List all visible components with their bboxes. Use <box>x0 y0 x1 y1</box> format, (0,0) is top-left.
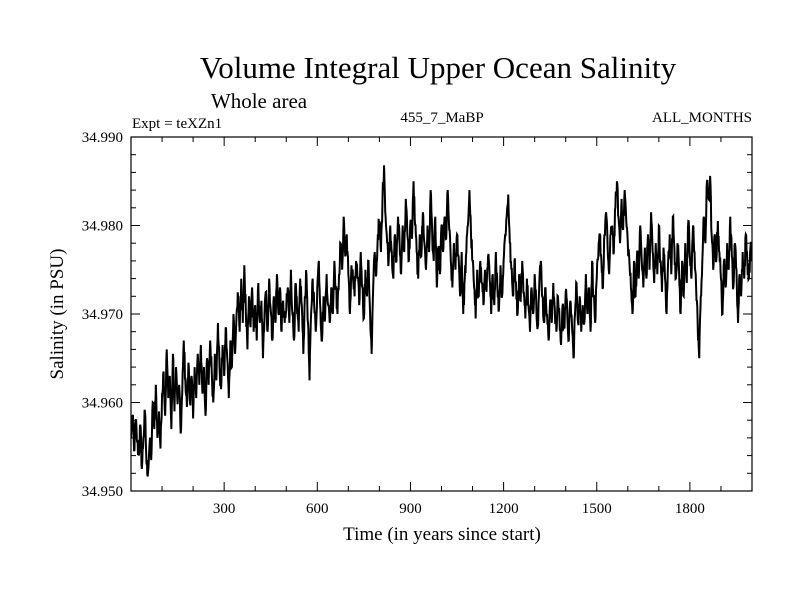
x-axis-label: Time (in years since start) <box>343 524 541 545</box>
chart-title: Volume Integral Upper Ocean Salinity <box>200 50 677 85</box>
y-axis-label: Salinity (in PSU) <box>47 249 68 380</box>
y-tick-labels: 34.950 34.960 34.970 34.980 34.990 <box>82 130 123 500</box>
y-tick-label: 34.950 <box>82 484 123 500</box>
axis-ticks <box>131 137 752 491</box>
x-tick-label: 900 <box>399 501 422 517</box>
x-tick-labels: 300 600 900 1200 1500 1800 <box>213 501 705 517</box>
y-tick-label: 34.970 <box>82 307 123 323</box>
salinity-series-line <box>131 165 752 477</box>
period-label: 455_7_MaBP <box>400 110 483 126</box>
chart-subtitle: Whole area <box>211 89 308 113</box>
months-label: ALL_MONTHS <box>652 110 752 126</box>
x-tick-label: 300 <box>213 501 236 517</box>
x-tick-label: 1800 <box>675 501 705 517</box>
x-tick-label: 1500 <box>582 501 612 517</box>
y-tick-label: 34.990 <box>82 130 123 146</box>
experiment-label: Expt = teXZn1 <box>132 116 222 132</box>
x-tick-label: 1200 <box>489 501 519 517</box>
y-tick-label: 34.980 <box>82 219 123 235</box>
x-tick-label: 600 <box>306 501 329 517</box>
plot-frame <box>130 136 753 492</box>
y-tick-label: 34.960 <box>82 396 123 412</box>
